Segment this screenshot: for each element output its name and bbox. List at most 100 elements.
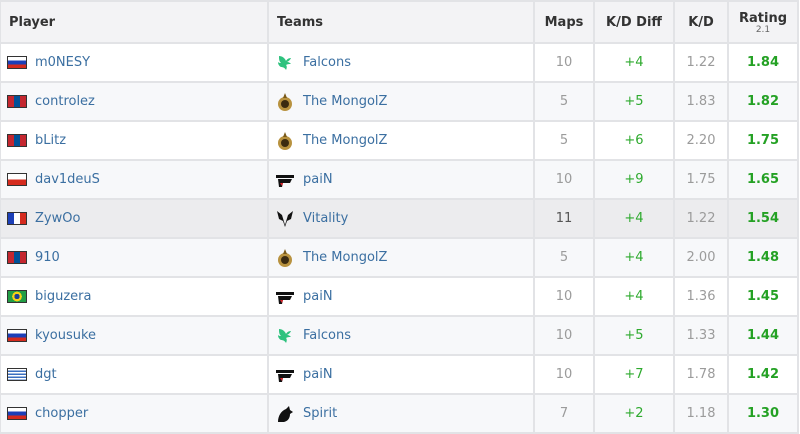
rating-cell: 1.65 <box>727 159 799 200</box>
vitality-logo-icon <box>275 209 295 229</box>
header-kd-diff[interactable]: K/D Diff <box>593 0 675 44</box>
mongolz-logo-icon <box>275 248 295 268</box>
team-link[interactable]: The MongolZ <box>303 250 388 265</box>
kd-diff-cell: +5 <box>593 81 675 122</box>
rating-label: Rating <box>738 10 787 26</box>
player-link[interactable]: 910 <box>35 250 60 265</box>
team-link[interactable]: paiN <box>303 172 333 187</box>
rating-cell: 1.75 <box>727 120 799 161</box>
flag-fr-icon <box>7 212 27 225</box>
header-teams[interactable]: Teams <box>267 0 535 44</box>
kd-cell: 1.33 <box>673 315 729 356</box>
flag-mn-icon <box>7 134 27 147</box>
team-cell: Falcons <box>267 315 535 356</box>
player-cell: controlez <box>0 81 269 122</box>
player-link[interactable]: m0NESY <box>35 55 91 70</box>
team-link[interactable]: Vitality <box>303 211 349 226</box>
team-cell: Vitality <box>267 198 535 239</box>
player-cell: ZywOo <box>0 198 269 239</box>
player-link[interactable]: controlez <box>35 94 95 109</box>
player-cell: biguzera <box>0 276 269 317</box>
maps-cell: 7 <box>533 393 595 434</box>
table-row: ZywOo Vitality 11 +4 1.22 1.54 <box>0 198 799 239</box>
maps-cell: 11 <box>533 198 595 239</box>
team-cell: paiN <box>267 159 535 200</box>
mongolz-logo-icon <box>275 92 295 112</box>
kd-diff-cell: +4 <box>593 42 675 83</box>
falcons-logo-icon <box>275 326 295 346</box>
team-cell: The MongolZ <box>267 81 535 122</box>
team-cell: The MongolZ <box>267 120 535 161</box>
team-cell: paiN <box>267 354 535 395</box>
rating-cell: 1.48 <box>727 237 799 278</box>
player-link[interactable]: bLitz <box>35 133 67 148</box>
pain-logo-icon <box>275 365 295 385</box>
team-link[interactable]: paiN <box>303 289 333 304</box>
header-rating[interactable]: Rating 2.1 <box>727 0 799 44</box>
kd-cell: 1.22 <box>673 42 729 83</box>
kd-diff-cell: +4 <box>593 198 675 239</box>
table-header: Player Teams Maps K/D Diff K/D Rating 2.1 <box>0 0 799 44</box>
table-row: kyousuke Falcons 10 +5 1.33 1.44 <box>0 315 799 356</box>
table-row: bLitz The MongolZ 5 +6 2.20 1.75 <box>0 120 799 161</box>
kd-diff-cell: +5 <box>593 315 675 356</box>
flag-mn-icon <box>7 95 27 108</box>
team-link[interactable]: Spirit <box>303 406 338 421</box>
flag-mn-icon <box>7 251 27 264</box>
team-link[interactable]: The MongolZ <box>303 94 388 109</box>
kd-cell: 1.83 <box>673 81 729 122</box>
team-link[interactable]: Falcons <box>303 328 351 343</box>
kd-diff-cell: +6 <box>593 120 675 161</box>
header-maps[interactable]: Maps <box>533 0 595 44</box>
flag-uy-icon <box>7 368 27 381</box>
team-cell: The MongolZ <box>267 237 535 278</box>
rating-cell: 1.82 <box>727 81 799 122</box>
player-link[interactable]: dgt <box>35 367 57 382</box>
table-row: chopper Spirit 7 +2 1.18 1.30 <box>0 393 799 434</box>
player-link[interactable]: ZywOo <box>35 211 81 226</box>
rating-cell: 1.45 <box>727 276 799 317</box>
player-link[interactable]: biguzera <box>35 289 92 304</box>
flag-ru-icon <box>7 56 27 69</box>
maps-cell: 10 <box>533 276 595 317</box>
table-row: dgt paiN 10 +7 1.78 1.42 <box>0 354 799 395</box>
player-link[interactable]: dav1deuS <box>35 172 100 187</box>
player-cell: dav1deuS <box>0 159 269 200</box>
kd-diff-cell: +4 <box>593 237 675 278</box>
kd-cell: 1.78 <box>673 354 729 395</box>
rating-cell: 1.30 <box>727 393 799 434</box>
player-cell: kyousuke <box>0 315 269 356</box>
team-link[interactable]: The MongolZ <box>303 133 388 148</box>
spirit-logo-icon <box>275 404 295 424</box>
player-cell: bLitz <box>0 120 269 161</box>
player-link[interactable]: chopper <box>35 406 89 421</box>
pain-logo-icon <box>275 170 295 190</box>
table-row: dav1deuS paiN 10 +9 1.75 1.65 <box>0 159 799 200</box>
kd-diff-cell: +2 <box>593 393 675 434</box>
flag-cl-icon <box>7 173 27 186</box>
maps-cell: 10 <box>533 315 595 356</box>
team-cell: Spirit <box>267 393 535 434</box>
player-cell: 910 <box>0 237 269 278</box>
table-row: biguzera paiN 10 +4 1.36 1.45 <box>0 276 799 317</box>
rating-cell: 1.44 <box>727 315 799 356</box>
header-kd[interactable]: K/D <box>673 0 729 44</box>
flag-br-icon <box>7 290 27 303</box>
maps-cell: 10 <box>533 42 595 83</box>
kd-cell: 2.00 <box>673 237 729 278</box>
kd-diff-cell: +7 <box>593 354 675 395</box>
pain-logo-icon <box>275 287 295 307</box>
kd-cell: 2.20 <box>673 120 729 161</box>
player-cell: dgt <box>0 354 269 395</box>
team-link[interactable]: Falcons <box>303 55 351 70</box>
team-link[interactable]: paiN <box>303 367 333 382</box>
kd-diff-cell: +4 <box>593 276 675 317</box>
kd-cell: 1.75 <box>673 159 729 200</box>
player-link[interactable]: kyousuke <box>35 328 97 343</box>
kd-diff-cell: +9 <box>593 159 675 200</box>
header-player[interactable]: Player <box>0 0 269 44</box>
flag-ru-icon <box>7 329 27 342</box>
flag-ru-icon <box>7 407 27 420</box>
rating-version: 2.1 <box>755 24 771 35</box>
